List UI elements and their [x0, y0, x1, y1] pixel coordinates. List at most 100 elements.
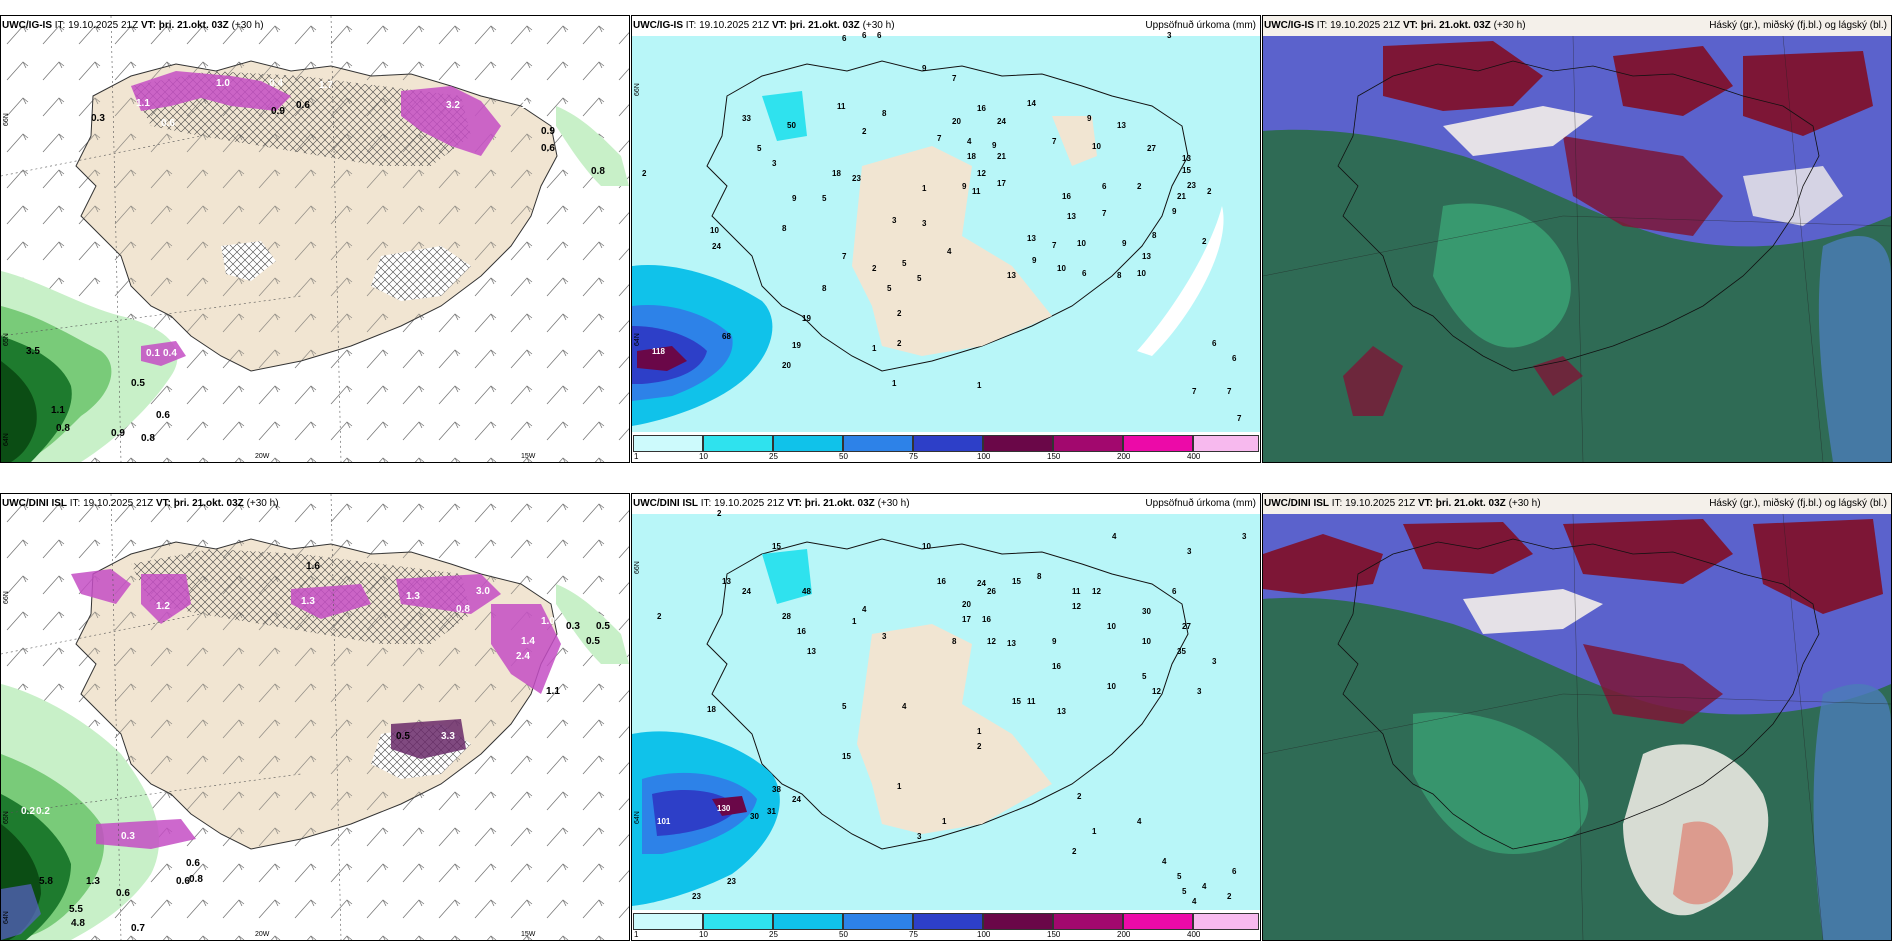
- value-label: 5: [887, 284, 892, 293]
- value-label: 1.4: [521, 636, 535, 647]
- value-label: 20: [952, 117, 961, 126]
- value-label: 15: [1182, 166, 1191, 175]
- value-label: 4: [947, 247, 952, 256]
- legend-label: 100: [977, 452, 991, 461]
- value-label: 0.5: [396, 731, 410, 742]
- value-label: 2: [1072, 847, 1077, 856]
- panel-title: UWC/IG-IS IT: 19.10.2025 21Z VT: þri. 21…: [633, 20, 1256, 31]
- panel-title: UWC/DINI ISL IT: 19.10.2025 21Z VT: þri.…: [633, 498, 1256, 509]
- map-panel-clouds-dini: UWC/DINI ISL IT: 19.10.2025 21Z VT: þri.…: [1262, 493, 1892, 941]
- value-label: 48: [802, 587, 811, 596]
- legend-label: 10: [699, 452, 708, 461]
- value-label: 24: [792, 795, 801, 804]
- legend-swatch: [1123, 913, 1193, 930]
- lat-label: 65N: [3, 811, 10, 824]
- value-label: 10: [1107, 622, 1116, 631]
- value-label: 1: [977, 381, 982, 390]
- value-label: 118: [652, 347, 665, 356]
- value-label: 17: [962, 615, 971, 624]
- value-label: 0.4: [163, 348, 177, 359]
- value-label: 7: [1227, 387, 1232, 396]
- value-label: 19: [792, 341, 801, 350]
- value-label: 4: [1137, 817, 1142, 826]
- value-label: 10: [1142, 637, 1151, 646]
- value-label: 9: [1172, 207, 1177, 216]
- value-label: 5: [1142, 672, 1147, 681]
- value-label: 0.6: [186, 858, 200, 869]
- value-label: 101: [657, 817, 671, 826]
- value-label: 13: [1182, 154, 1191, 163]
- value-label: 1.3: [301, 596, 315, 607]
- value-label: 20: [962, 600, 971, 609]
- value-label: 1: [977, 727, 982, 736]
- map-panel-clouds-igis: UWC/IG-IS IT: 19.10.2025 21Z VT: þri. 21…: [1262, 15, 1892, 463]
- value-label: 7: [937, 134, 942, 143]
- value-label: 4: [1162, 857, 1167, 866]
- value-label: 2: [717, 509, 722, 518]
- value-label: 6: [1212, 339, 1217, 348]
- value-label: 3: [1212, 657, 1217, 666]
- value-label: 18: [967, 152, 976, 161]
- value-label: 1.0: [216, 78, 230, 89]
- value-label: 9: [1122, 239, 1127, 248]
- value-label: 4: [862, 605, 867, 614]
- value-label: 6: [1082, 269, 1087, 278]
- value-label: 7: [1192, 387, 1197, 396]
- value-label: 5: [822, 194, 827, 203]
- value-label: 24: [712, 242, 721, 251]
- value-label: 6: [862, 31, 867, 40]
- value-label: 2: [1077, 792, 1082, 801]
- value-label: 16: [937, 577, 946, 586]
- lat-label: 64N: [634, 333, 641, 346]
- value-label: 0.8: [56, 423, 70, 434]
- value-label: 10: [922, 542, 931, 551]
- value-label: 1: [942, 817, 947, 826]
- map-panel-snow-igis: UWC/IG-IS IT: 19.10.2025 21Z VT: þri. 21…: [0, 15, 630, 463]
- value-label: 9: [922, 64, 927, 73]
- value-label: 4: [1202, 882, 1207, 891]
- legend-label: 10: [699, 930, 708, 939]
- value-label: 0.1: [146, 348, 160, 359]
- value-label: 3: [917, 832, 922, 841]
- value-label: 16: [797, 627, 806, 636]
- cloud-map: [1263, 494, 1891, 940]
- value-label: 7: [952, 74, 957, 83]
- legend-label: 25: [769, 930, 778, 939]
- value-label: 8: [782, 224, 787, 233]
- lon-label: 15W: [521, 931, 536, 938]
- value-label: 2: [1227, 892, 1232, 901]
- value-label: 2: [897, 339, 902, 348]
- value-label: 9: [962, 182, 967, 191]
- legend-swatch: [773, 435, 843, 452]
- map-panel-precip-dini: UWC/DINI ISL IT: 19.10.2025 21Z VT: þri.…: [631, 493, 1261, 941]
- value-label: 3.2: [446, 100, 460, 111]
- value-label: 2: [862, 127, 867, 136]
- value-label: 5: [1177, 872, 1182, 881]
- value-label: 8: [1037, 572, 1042, 581]
- value-label: 0.9: [271, 106, 285, 117]
- legend-label: 150: [1047, 452, 1061, 461]
- value-label: 6: [877, 31, 882, 40]
- value-label: 8: [1117, 271, 1122, 280]
- value-label: 24: [977, 579, 986, 588]
- precip-value-labels: 6 6 6 3 9 7 33 50 11 2 8 20 7 16 24 14 9…: [642, 31, 1242, 423]
- value-label: 0.5: [596, 621, 610, 632]
- value-label: 0.6: [176, 876, 190, 887]
- value-label: 21: [997, 152, 1006, 161]
- value-label: 10: [710, 226, 719, 235]
- precip-value-labels: 2 15 10 3 4 3 13 24 48 16 24 26 15 8 11 …: [657, 509, 1247, 906]
- panel-title: UWC/IG-IS IT: 19.10.2025 21Z VT: þri. 21…: [2, 20, 264, 31]
- value-label: 13: [1142, 252, 1151, 261]
- value-label: 30: [750, 812, 759, 821]
- value-label: 16: [977, 104, 986, 113]
- value-label: 2: [642, 169, 647, 178]
- value-label: 3: [1187, 547, 1192, 556]
- value-label: 6: [842, 34, 847, 43]
- value-label: 68: [722, 332, 731, 341]
- lat-label: 65N: [3, 333, 10, 346]
- value-label: 0.5: [586, 636, 600, 647]
- legend-swatch: [1193, 913, 1259, 930]
- value-label: 7: [1237, 414, 1242, 423]
- value-label: 33: [742, 114, 751, 123]
- value-label: 15: [772, 542, 781, 551]
